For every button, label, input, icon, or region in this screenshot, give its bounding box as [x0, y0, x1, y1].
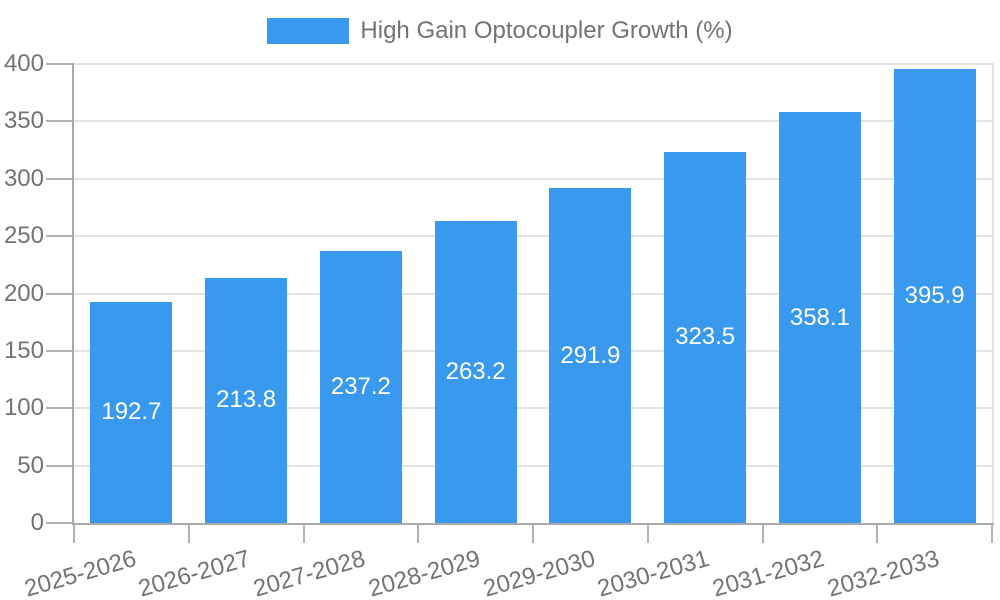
- bar-value-label: 213.8: [216, 386, 277, 414]
- y-axis-label: 350: [3, 107, 44, 135]
- gridline: [74, 63, 992, 65]
- x-axis-tick: [187, 525, 190, 543]
- bar-value-label: 237.2: [330, 372, 391, 400]
- y-axis-tick: [46, 292, 72, 295]
- x-axis-tick: [646, 525, 649, 543]
- legend-label: High Gain Optocoupler Growth (%): [360, 17, 733, 44]
- legend[interactable]: High Gain Optocoupler Growth (%): [0, 16, 1000, 46]
- bar-2030-2031[interactable]: 323.5: [664, 151, 747, 523]
- y-axis-label: 400: [3, 50, 44, 77]
- plot-area: 192.7 213.8 237.2 263.2 291.9 323.5 358.1 395.9: [72, 63, 994, 525]
- x-axis-tick: [73, 525, 75, 543]
- y-axis-label: 100: [3, 394, 44, 422]
- y-axis-label: 300: [3, 164, 44, 192]
- bar-2031-2032[interactable]: 358.1: [778, 112, 861, 523]
- y-axis-label: 150: [3, 336, 44, 364]
- y-axis-tick: [46, 120, 72, 123]
- x-axis-label: 2028-2029: [365, 545, 484, 600]
- bar-2027-2028[interactable]: 237.2: [319, 250, 402, 523]
- x-axis-tick: [532, 525, 534, 543]
- bar-value-label: 358.1: [789, 303, 850, 331]
- gridline: [74, 292, 992, 295]
- y-axis-tick: [46, 235, 72, 238]
- bar-2028-2029[interactable]: 263.2: [434, 220, 517, 523]
- x-axis-tick: [761, 525, 764, 543]
- bar-2029-2030[interactable]: 291.9: [549, 188, 632, 523]
- bar-value-label: 192.7: [101, 398, 162, 426]
- bar-value-label: 323.5: [675, 323, 736, 351]
- y-axis-label: 200: [3, 279, 44, 307]
- bar-value-label: 263.2: [445, 357, 506, 385]
- y-axis-label: 50: [17, 451, 44, 479]
- bar-2032-2033[interactable]: 395.9: [893, 68, 976, 523]
- y-axis-tick: [46, 177, 72, 180]
- bar-value-label: 395.9: [904, 281, 965, 309]
- gridline: [74, 235, 992, 238]
- y-axis-tick: [46, 349, 72, 352]
- y-axis-tick: [46, 522, 72, 524]
- x-axis-label: 2025-2026: [21, 545, 139, 600]
- gridline: [74, 464, 992, 467]
- x-axis-tick: [302, 525, 305, 543]
- plot-right-border: [992, 63, 994, 523]
- x-axis-tick: [876, 525, 879, 543]
- y-axis-tick: [46, 407, 72, 410]
- x-axis-label: 2026-2027: [135, 545, 254, 600]
- x-axis-label: 2031-2032: [709, 545, 828, 600]
- x-axis-label: 2030-2031: [594, 545, 713, 600]
- bar-value-label: 291.9: [560, 341, 621, 369]
- y-axis-tick: [46, 63, 72, 65]
- y-axis-tick: [46, 464, 72, 467]
- gridline: [74, 120, 992, 123]
- y-axis-label: 0: [30, 509, 44, 536]
- x-axis-tick: [991, 525, 993, 543]
- gridline: [74, 177, 992, 180]
- legend-swatch: [267, 18, 350, 44]
- x-axis-label: 2027-2028: [250, 545, 369, 600]
- y-axis-line: [72, 63, 74, 523]
- x-axis-label: 2029-2030: [480, 545, 598, 600]
- gridline: [74, 349, 992, 352]
- x-axis-label: 2032-2033: [824, 545, 943, 600]
- gridline: [74, 407, 992, 410]
- x-axis-line: [72, 523, 994, 525]
- bar-2025-2026[interactable]: 192.7: [90, 301, 173, 523]
- y-axis-label: 250: [3, 222, 44, 250]
- x-axis-tick: [417, 525, 420, 543]
- bar-2026-2027[interactable]: 213.8: [205, 277, 288, 523]
